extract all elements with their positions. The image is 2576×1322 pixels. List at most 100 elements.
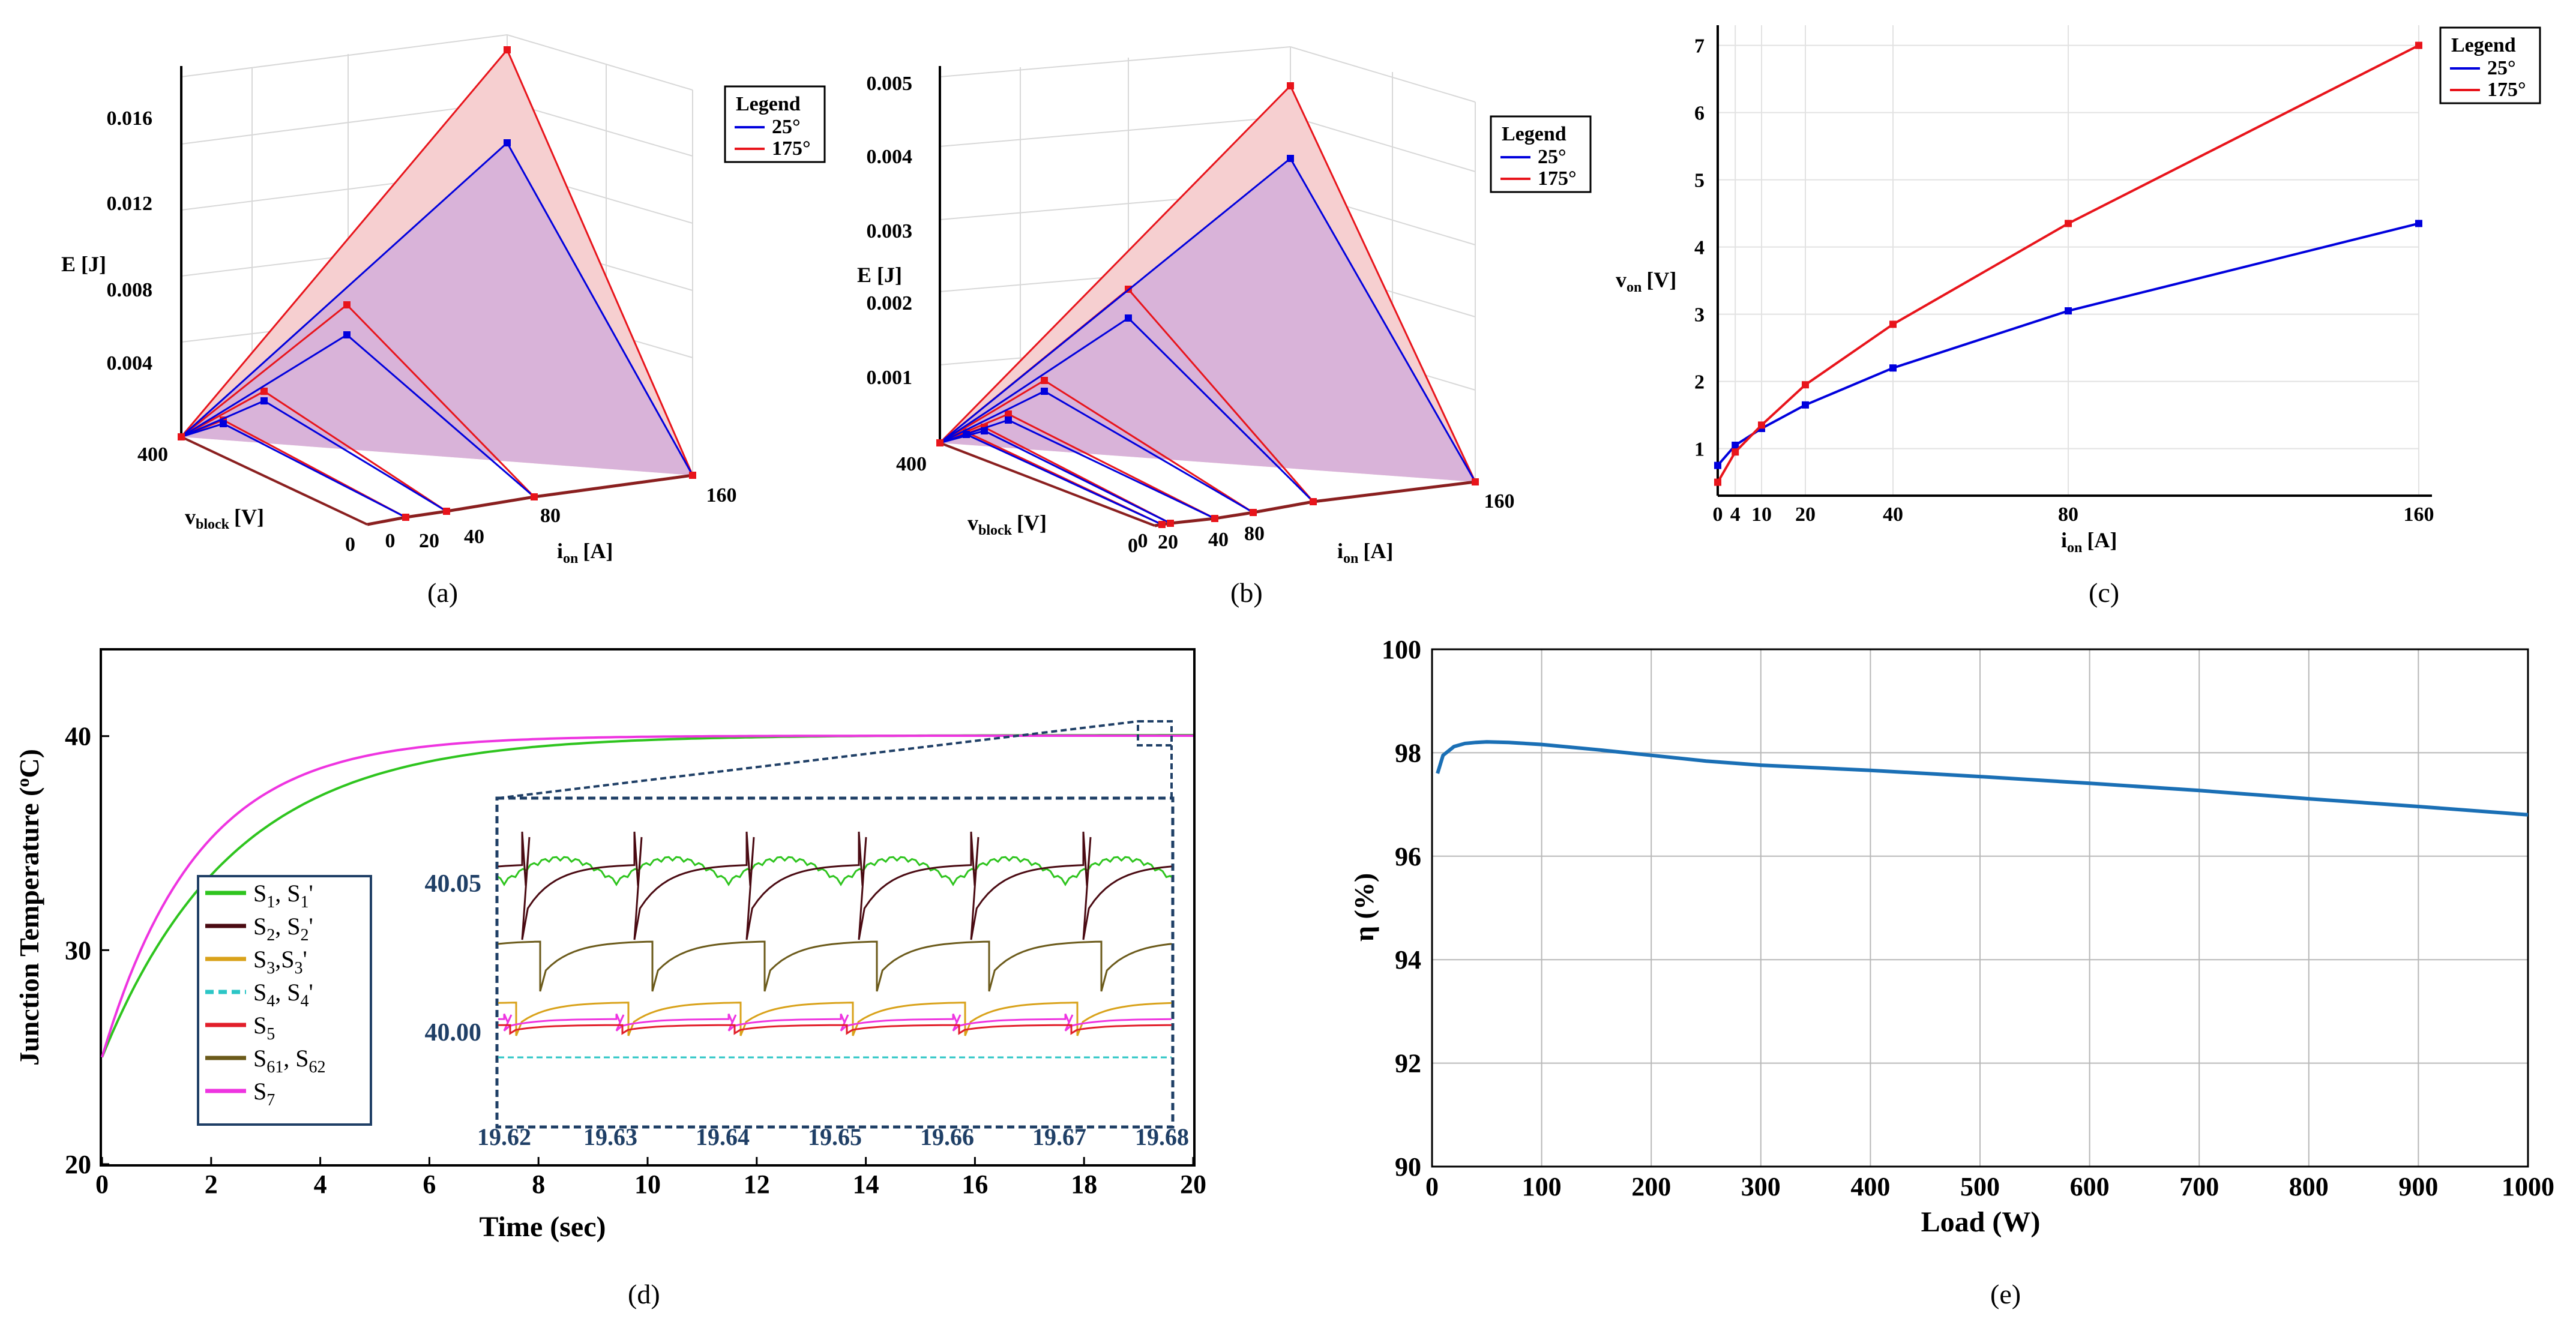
e-series-efficiency-line [1436,740,2529,817]
b-base-point-0 [1158,521,1166,528]
c-xtick-0: 0 [1713,503,1723,526]
a-ztick-3: 0.004 [107,352,153,374]
e-ytick-3: 94 [1395,945,1421,975]
b-ztick-3: 0.002 [867,292,913,314]
d-legend-label-1: S2, S2' [253,913,313,945]
a-v-axis [181,436,368,526]
b-itick-1: 20 [1158,531,1178,553]
c-series-1-point-2 [1758,421,1765,429]
c-series-1-point-0 [1714,478,1721,486]
d-inset-xtick-1: 19.63 [583,1123,637,1150]
b-grid-h-1 [1290,46,1476,103]
a-series-25-point-0 [220,420,227,427]
e-xtick-3: 300 [1741,1172,1781,1201]
a-ztick-2: 0.008 [107,279,153,301]
d-ytick-0: 20 [65,1150,91,1179]
a-xlabel: ion [A] [557,539,613,566]
c-xlabel: ion [A] [2061,528,2117,556]
b-itick-0: 0 [1138,530,1148,552]
a-fill-25 [181,143,693,475]
b-series-25-point-4 [1125,314,1132,322]
c-ytick-5: 6 [1694,103,1705,125]
a-grid-h-2 [181,101,508,145]
e-xtick-6: 600 [2070,1172,2110,1201]
e-ytick-5: 90 [1395,1152,1421,1182]
d-inset-xtick-3: 19.65 [808,1123,862,1150]
b-series-25-point-5 [1287,155,1294,162]
e-ytick-0: 100 [1382,635,1421,664]
e-xtick-0: 0 [1425,1172,1439,1201]
caption-d: (d) [628,1279,660,1309]
b-origin-point [936,439,943,446]
b-series-25-point-2 [1005,416,1012,424]
e-xtick-5: 500 [1960,1172,2000,1201]
caption-b: (b) [1230,577,1263,608]
c-xtick-2: 10 [1751,503,1772,526]
a-series-25-point-3 [504,139,511,146]
a-itick-1: 20 [419,530,439,552]
a-series-25-point-2 [343,331,351,338]
b-vtick-1: 0 [1128,535,1138,557]
a-series-175-point-1 [260,388,268,395]
d-legend-label-3: S4, S4' [253,979,313,1011]
d-xtick-7: 14 [853,1170,879,1199]
c-legend: Legend 25° 175° [2439,26,2541,104]
d-xlabel: Time (sec) [479,1211,606,1243]
d-xtick-10: 20 [1180,1170,1206,1199]
d-inset-ytick-1: 40.00 [425,1019,482,1047]
d-inset-xtick-5: 19.67 [1032,1123,1086,1150]
panel-e-chart: 0 100 200 300 400 500 600 700 800 900 1000 100 98 96 9… [1349,635,2554,1309]
b-series-175-point-2 [1005,410,1012,418]
b-base-point-1 [1167,520,1174,527]
b-itick-3: 80 [1244,523,1265,545]
c-series-0-point-6 [2415,220,2422,227]
a-base-point-1 [443,508,450,515]
d-xtick-9: 18 [1071,1170,1097,1199]
b-legend-title: Legend [1502,123,1566,145]
a-ylabel: vblock [V] [185,505,264,532]
c-series-0-point-4 [1889,364,1897,372]
d-legend-label-6: S7 [253,1078,275,1110]
c-series-1-point-3 [1802,381,1809,389]
a-grid-h-3 [507,101,693,157]
a-itick-0: 0 [385,530,396,552]
c-series-1-point-4 [1889,320,1897,328]
c-ytick-1: 2 [1694,371,1705,394]
a-ztick-1: 0.012 [107,193,153,215]
caption-a: (a) [427,577,458,608]
d-inset-s61-line [498,940,1172,992]
b-ztick-4: 0.001 [867,367,913,389]
d-inset-s2-line [498,831,1172,940]
b-itick-4: 160 [1484,490,1515,512]
a-itick-4: 160 [706,484,737,506]
d-inset-xtick-6: 19.68 [1135,1123,1189,1150]
d-legend-label-2: S3,S3' [253,946,307,978]
e-ytick-1: 98 [1395,738,1421,768]
c-xtick-6: 160 [2404,503,2434,526]
b-legend: Legend 25° 175° [1490,115,1592,193]
a-itick-3: 80 [540,505,561,527]
d-legend-label-0: S1, S1' [253,880,313,912]
a-series-175-point-3 [504,46,511,53]
b-v-axis [939,442,1155,527]
d-xtick-3: 6 [423,1170,436,1199]
c-ytick-2: 3 [1694,304,1705,326]
a-series-175-point-2 [343,301,351,308]
c-ytick-0: 1 [1694,439,1705,461]
c-ytick-4: 5 [1694,170,1705,192]
c-series-0-point-0 [1714,461,1721,469]
b-xlabel: ion [A] [1337,539,1393,566]
c-ytick-6: 7 [1694,35,1705,58]
d-xtick-8: 16 [961,1170,988,1199]
c-series-0-point-3 [1802,401,1809,409]
d-series-1-line [101,735,1193,1058]
e-xlabel: Load (W) [1921,1206,2041,1238]
a-legend-title: Legend [736,93,801,115]
b-zlabel: E [J] [857,263,902,287]
c-series-1-point-6 [2415,41,2422,49]
caption-e: (e) [1990,1279,2021,1309]
b-series-175-point-3 [1041,377,1048,384]
c-legend-title: Legend [2451,34,2516,56]
c-series-0-point-1 [1732,442,1739,449]
d-xtick-4: 8 [532,1170,545,1199]
